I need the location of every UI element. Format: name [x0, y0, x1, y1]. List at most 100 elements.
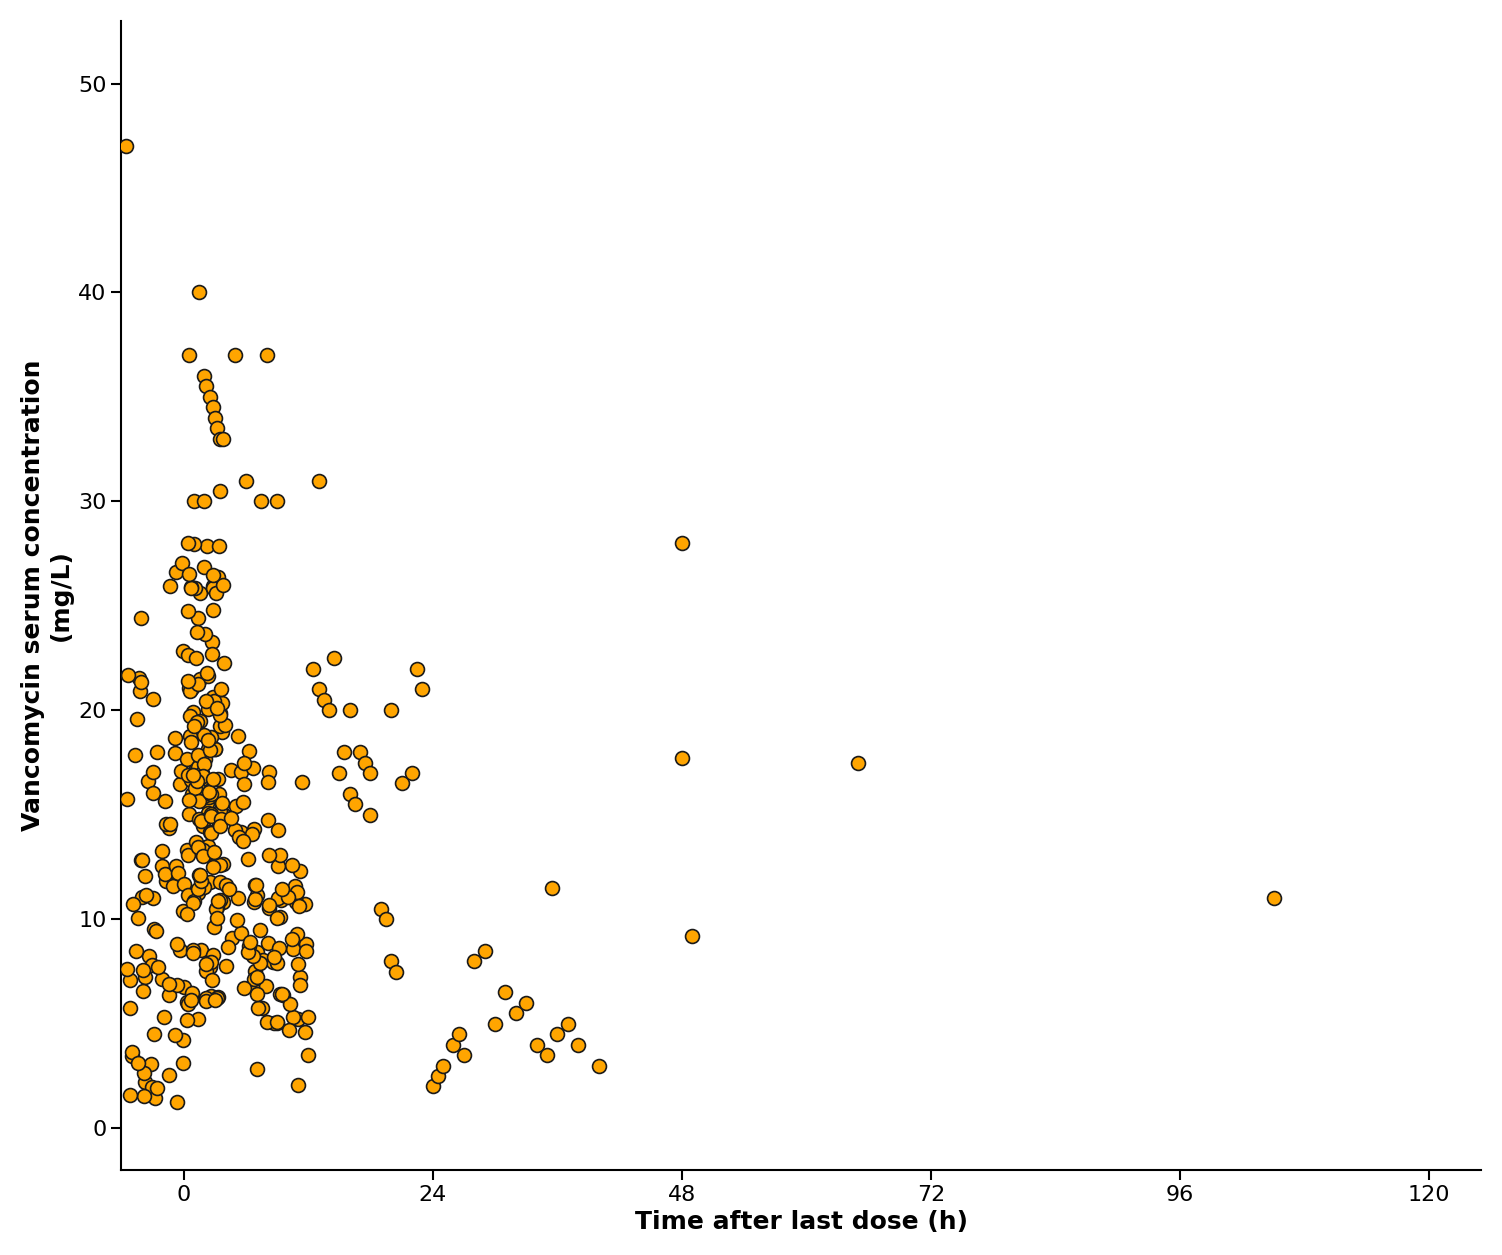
Point — [240, 946, 264, 966]
Point — [207, 703, 231, 723]
Point — [670, 533, 694, 553]
Point — [179, 733, 203, 753]
Point — [158, 985, 182, 1005]
Point — [270, 985, 294, 1005]
Point — [180, 764, 204, 784]
Point — [162, 728, 186, 748]
Point — [288, 966, 312, 986]
Point — [198, 951, 222, 971]
Point — [195, 843, 219, 863]
Point — [240, 823, 264, 843]
Point — [191, 767, 215, 787]
Point — [225, 727, 249, 747]
Point — [162, 743, 186, 763]
Point — [186, 757, 210, 777]
Point — [176, 645, 200, 665]
Point — [168, 774, 192, 794]
Point — [210, 575, 234, 595]
Point — [179, 579, 203, 599]
Point — [243, 975, 267, 995]
Point — [287, 954, 311, 974]
Point — [206, 769, 230, 789]
Point — [174, 840, 198, 860]
Point — [171, 641, 195, 661]
Point — [192, 754, 216, 774]
Point — [183, 579, 207, 599]
Point — [174, 991, 198, 1012]
Point — [228, 822, 252, 842]
Point — [171, 1053, 195, 1073]
Point — [207, 814, 231, 835]
Point — [287, 1074, 311, 1094]
Point — [242, 891, 266, 911]
Point — [188, 282, 212, 302]
Point — [203, 408, 227, 428]
Point — [197, 782, 221, 802]
Point — [186, 766, 210, 786]
Point — [198, 958, 222, 978]
Point — [188, 809, 212, 830]
Point — [342, 794, 366, 814]
Point — [338, 784, 362, 804]
Point — [158, 576, 182, 596]
Point — [177, 705, 201, 725]
Point — [150, 841, 174, 861]
Point — [278, 994, 302, 1014]
Point — [514, 993, 538, 1013]
Point — [219, 927, 243, 948]
Point — [306, 471, 330, 491]
Point — [192, 786, 216, 806]
Point — [209, 801, 233, 821]
Point — [267, 845, 291, 865]
Point — [114, 788, 138, 808]
Point — [207, 890, 231, 910]
Point — [264, 492, 288, 512]
Point — [213, 955, 237, 975]
Point — [270, 878, 294, 899]
Point — [171, 1030, 195, 1050]
Point — [266, 889, 290, 909]
Point — [201, 945, 225, 965]
Point — [484, 1014, 508, 1034]
Point — [192, 366, 216, 387]
Point — [114, 959, 138, 979]
Point — [231, 753, 255, 773]
Point — [427, 1065, 451, 1086]
Point — [134, 885, 158, 905]
Point — [207, 855, 231, 875]
Point — [207, 536, 231, 556]
Point — [177, 791, 201, 811]
Point — [204, 418, 228, 438]
Point — [186, 884, 210, 904]
Point — [192, 841, 216, 861]
X-axis label: Time after last dose (h): Time after last dose (h) — [635, 1210, 967, 1234]
Point — [179, 771, 203, 791]
Point — [266, 909, 290, 929]
Point — [168, 940, 192, 960]
Point — [141, 762, 165, 782]
Point — [197, 729, 221, 749]
Point — [192, 724, 216, 744]
Point — [125, 941, 149, 961]
Point — [189, 871, 213, 891]
Point — [242, 969, 266, 989]
Point — [186, 674, 210, 694]
Point — [234, 471, 258, 491]
Point — [158, 818, 182, 838]
Point — [185, 712, 209, 732]
Point — [206, 907, 230, 927]
Point — [176, 766, 200, 786]
Point — [281, 939, 305, 959]
Point — [207, 704, 231, 724]
Point — [245, 1059, 269, 1079]
Point — [209, 809, 233, 830]
Point — [197, 836, 221, 856]
Point — [180, 894, 204, 914]
Point — [198, 986, 222, 1007]
Point — [206, 897, 230, 917]
Point — [242, 818, 266, 838]
Point — [183, 648, 207, 668]
Point — [116, 665, 140, 685]
Point — [353, 753, 377, 773]
Point — [176, 601, 200, 621]
